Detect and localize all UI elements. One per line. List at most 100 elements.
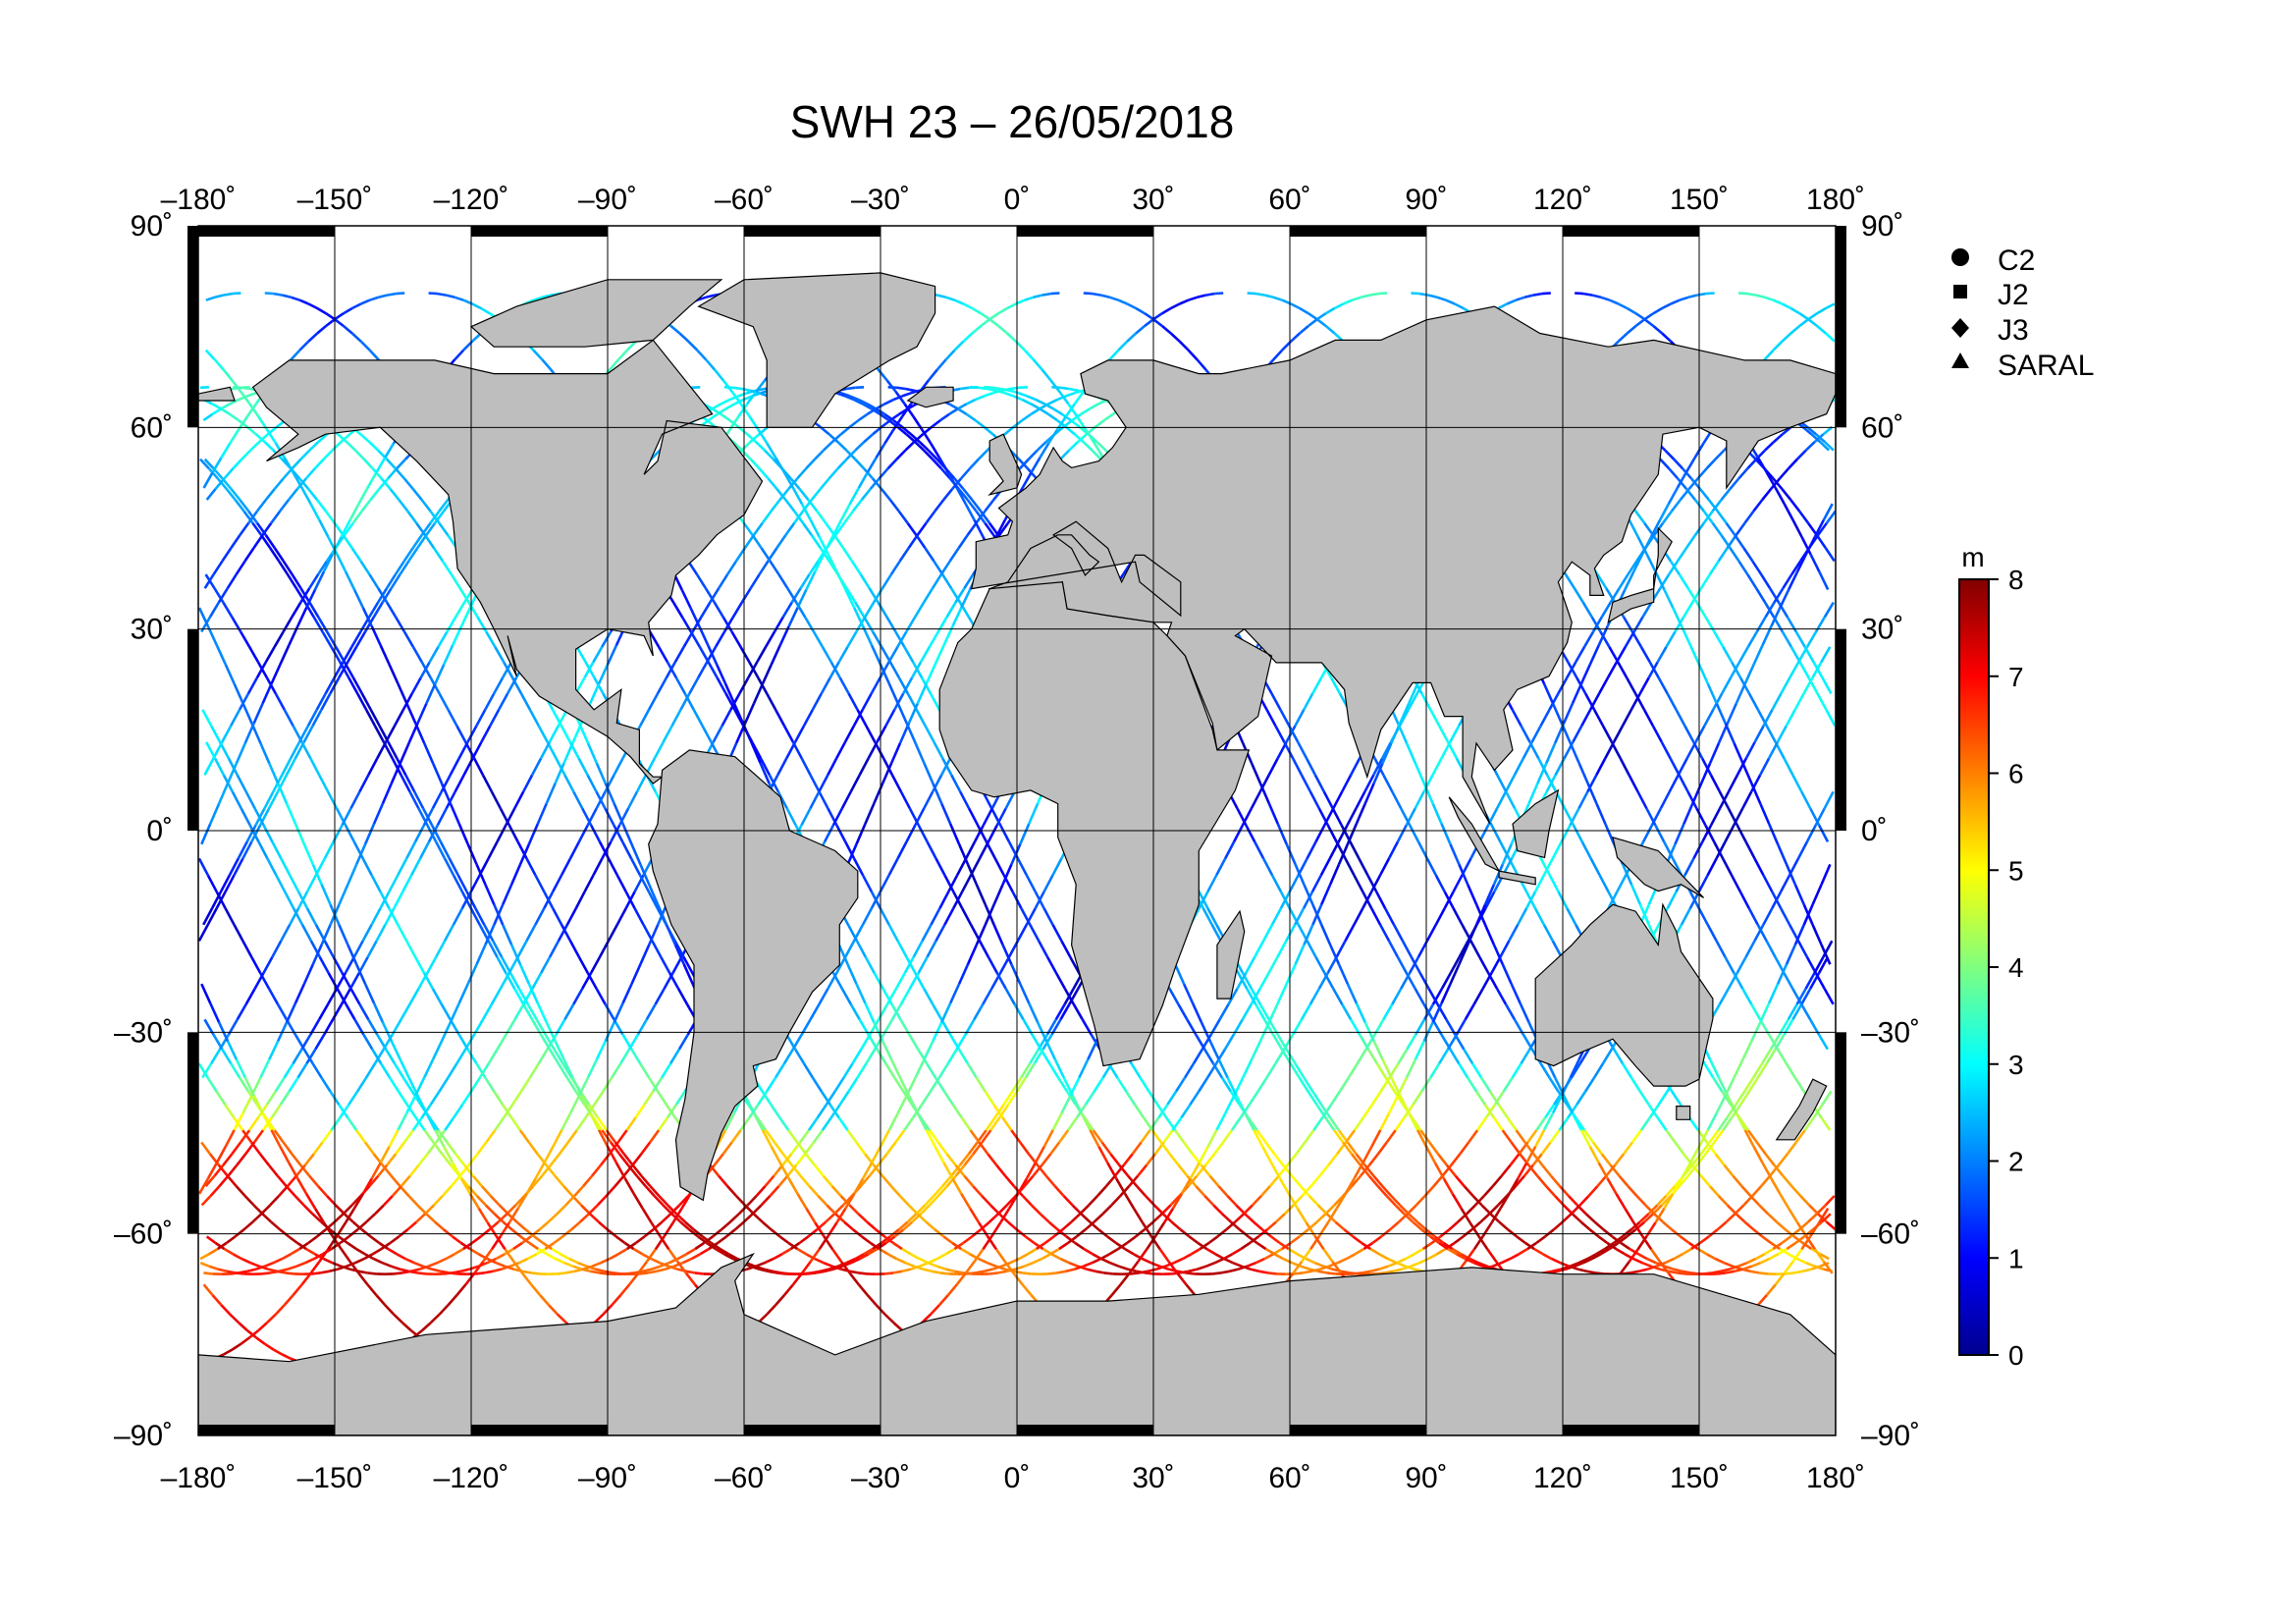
track-segment <box>1548 692 1560 711</box>
track-segment <box>243 547 255 563</box>
track-segment <box>600 1257 611 1265</box>
track-segment <box>650 449 662 460</box>
track-segment <box>1376 1185 1388 1197</box>
track-segment <box>1406 1204 1417 1216</box>
track-segment <box>1544 1104 1556 1119</box>
track-segment <box>682 956 694 974</box>
track-segment <box>893 692 905 711</box>
track-segment <box>901 1247 912 1256</box>
track-segment <box>246 1329 257 1339</box>
track-segment <box>1823 601 1835 619</box>
track-segment <box>650 1257 661 1265</box>
track-segment <box>1013 395 1023 402</box>
track-segment <box>302 1204 314 1216</box>
track-segment <box>222 601 234 619</box>
track-segment <box>433 1195 444 1207</box>
track-segment <box>825 1090 836 1106</box>
track-segment <box>1648 661 1660 678</box>
track-segment <box>1820 944 1832 965</box>
track-segment <box>1124 1247 1135 1256</box>
track-segment <box>763 1268 774 1273</box>
track-segment <box>1095 1270 1105 1274</box>
track-segment <box>1290 1235 1301 1245</box>
track-segment <box>1550 1174 1561 1187</box>
track-segment <box>1191 1247 1201 1256</box>
track-segment <box>1779 467 1789 480</box>
track-segment <box>1670 499 1682 513</box>
track-segment <box>1638 1268 1648 1273</box>
track-segment <box>1817 1033 1829 1051</box>
track-segment <box>1290 302 1301 310</box>
track-segment <box>870 891 881 909</box>
track-segment <box>1804 972 1816 990</box>
track-segment <box>857 471 869 489</box>
track-segment <box>1767 1213 1778 1223</box>
track-segment <box>1061 1220 1073 1231</box>
track-segment <box>1664 449 1676 460</box>
track-segment <box>591 1261 602 1268</box>
track-segment <box>1539 1062 1551 1079</box>
track-segment <box>1482 1185 1494 1197</box>
track-segment <box>1713 840 1725 860</box>
track-segment <box>1442 1241 1454 1251</box>
track-segment <box>901 1268 912 1273</box>
track-segment <box>1821 1090 1833 1106</box>
track-segment <box>203 1271 213 1275</box>
track-segment <box>425 1213 436 1223</box>
track-segment <box>404 1257 415 1265</box>
track-segment <box>1586 1253 1597 1261</box>
track-segment <box>261 1213 273 1223</box>
track-segment <box>588 1104 600 1119</box>
track-segment <box>1142 1257 1152 1265</box>
track-segment <box>751 1204 763 1216</box>
track-segment <box>234 499 245 513</box>
track-segment <box>1552 1268 1562 1273</box>
track-segment <box>589 824 602 843</box>
track-segment <box>799 573 811 589</box>
track-segment <box>1285 924 1297 942</box>
track-segment <box>572 988 584 1005</box>
track-segment <box>971 499 983 513</box>
track-segment <box>270 1129 282 1148</box>
track-segment <box>199 386 209 390</box>
track-segment <box>1270 1235 1281 1245</box>
track-segment <box>1575 646 1586 664</box>
track-segment <box>799 1129 811 1144</box>
track-segment <box>1454 1174 1466 1187</box>
track-segment <box>1030 407 1041 416</box>
track-segment <box>896 425 908 436</box>
track-segment <box>907 534 919 549</box>
track-segment <box>218 1174 230 1187</box>
track-segment <box>1092 1253 1102 1261</box>
track-segment <box>1742 547 1754 563</box>
track-segment <box>255 499 267 513</box>
track-segment <box>364 1062 377 1079</box>
track-segment <box>240 449 252 460</box>
track-segment <box>649 630 661 648</box>
track-segment <box>565 1076 577 1093</box>
track-segment <box>273 1129 285 1144</box>
track-segment <box>1624 630 1635 648</box>
track-segment <box>754 1265 765 1271</box>
track-segment <box>543 1146 555 1163</box>
track-segment <box>1746 1129 1758 1144</box>
track-segment <box>299 587 311 604</box>
track-segment <box>951 1104 963 1119</box>
track-segment <box>739 646 751 664</box>
track-segment <box>400 1174 411 1187</box>
track-segment <box>305 874 318 893</box>
track-segment <box>454 774 465 792</box>
track-segment <box>385 573 397 589</box>
track-segment <box>580 1204 591 1216</box>
track-segment <box>341 972 352 990</box>
track-segment <box>917 824 929 843</box>
track-segment <box>849 774 861 792</box>
track-segment <box>1796 1257 1807 1265</box>
track-segment <box>721 1220 731 1231</box>
track-segment <box>973 1003 985 1020</box>
track-segment <box>1705 1253 1717 1261</box>
track-segment <box>1768 823 1780 845</box>
track-segment <box>531 972 543 990</box>
track-segment <box>956 857 968 876</box>
track-segment <box>396 458 407 470</box>
